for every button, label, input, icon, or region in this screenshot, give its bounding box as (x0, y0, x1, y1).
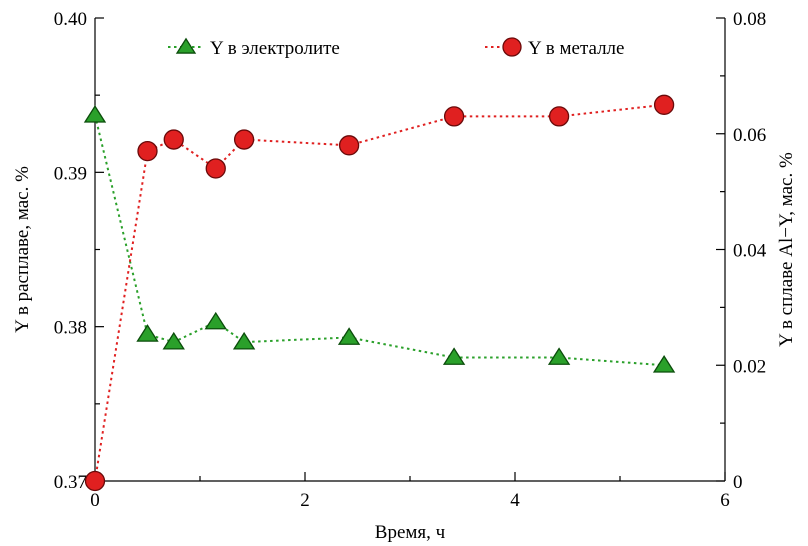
x-axis-title: Время, ч (375, 522, 446, 543)
series-2-point (84, 470, 106, 492)
left-y-axis-title: Y в расплаве, мас. % (12, 166, 33, 333)
series-1-point (442, 347, 466, 365)
legend: Y в электролите Y в металле (168, 37, 624, 59)
left-y-tick-label: 0.38 (54, 318, 87, 339)
series-2-point (205, 158, 226, 179)
x-tick-label: 0 (90, 490, 100, 511)
series-1-point (337, 327, 361, 345)
series-1-point (547, 347, 571, 365)
right-y-axis-title: Y в сплаве Al−Y, мас. % (776, 152, 797, 347)
right-y-tick-label: 0.06 (733, 125, 766, 146)
legend-label: Y в металле (528, 38, 624, 59)
series-2-point (443, 106, 465, 127)
left-y-tick-label: 0.39 (54, 163, 87, 184)
x-tick-label: 4 (510, 490, 520, 511)
series-2-point (338, 135, 360, 156)
left-y-tick-label: 0.37 (54, 472, 87, 493)
right-y-tick-label: 0.02 (733, 356, 766, 377)
series-2-point (137, 140, 158, 162)
left-y-tick-label: 0.40 (54, 9, 87, 30)
series-2-point (163, 129, 184, 150)
x-tick-label: 2 (300, 490, 310, 511)
legend-triangle-marker (175, 37, 197, 54)
series-1-point (652, 355, 676, 373)
right-y-tick-label: 0.04 (733, 241, 767, 262)
legend-circle-marker (502, 37, 522, 57)
legend-label: Y в электролите (210, 38, 340, 59)
right-y-tick-label: 0 (733, 472, 743, 493)
right-y-tick-label: 0.08 (733, 9, 766, 30)
series-2-point (233, 129, 255, 150)
x-tick-label: 6 (720, 490, 730, 511)
series-1-point (136, 324, 159, 342)
series-1-point (162, 331, 185, 350)
series-1-point (204, 311, 227, 330)
axes: 0 2 4 6 0.37 0.38 0.39 0.40 0 0.02 0.04 0.06 0.08 (54, 9, 767, 511)
series-1-point (83, 105, 107, 123)
series-line-2 (94, 103, 665, 482)
series-line-1 (94, 114, 665, 367)
series-2-point (653, 94, 675, 115)
series-2-point (548, 106, 570, 127)
series-1-point (232, 331, 256, 350)
series-layer (83, 94, 676, 492)
